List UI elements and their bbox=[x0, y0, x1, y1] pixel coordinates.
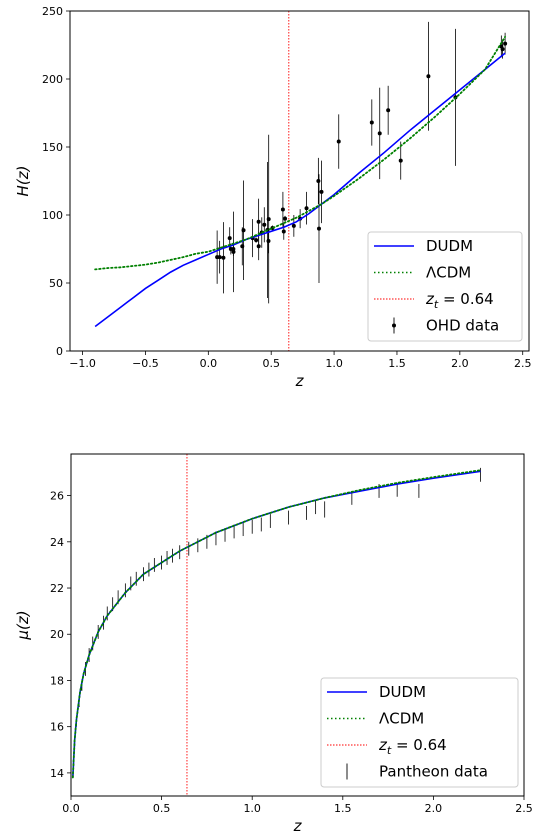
y-tick-label: 16 bbox=[50, 721, 64, 734]
y-axis: 14 16 18 20 22 24 26 bbox=[50, 490, 71, 780]
y-axis-label: μ(z) bbox=[14, 610, 32, 640]
legend: DUDM ΛCDM zt = 0.64 Pantheon data bbox=[320, 677, 519, 788]
data-point bbox=[398, 158, 403, 163]
x-tick-label: 1.5 bbox=[334, 802, 352, 815]
legend-lcdm-label: ΛCDM bbox=[379, 710, 424, 728]
data-point bbox=[256, 244, 261, 249]
legend-obs-marker bbox=[392, 317, 396, 334]
x-tick-label: 1.0 bbox=[325, 357, 343, 370]
data-point bbox=[281, 229, 286, 234]
data-point bbox=[254, 238, 259, 243]
data-point bbox=[426, 74, 431, 79]
data-point bbox=[369, 120, 374, 125]
x-tick-label: −1.0 bbox=[69, 357, 96, 370]
x-axis-label: z bbox=[295, 372, 305, 390]
legend-box bbox=[320, 677, 519, 788]
x-tick-label: 2.5 bbox=[515, 802, 533, 815]
x-axis: −1.0 −0.5 0.0 0.5 1.0 1.5 2.0 2.5 bbox=[69, 351, 531, 370]
y-tick-label: 14 bbox=[50, 767, 64, 780]
data-point bbox=[304, 206, 309, 211]
y-tick-label: 26 bbox=[50, 490, 64, 503]
data-point bbox=[231, 249, 236, 254]
x-tick-label: 0.5 bbox=[262, 357, 280, 370]
dudm-curve bbox=[94, 52, 506, 328]
y-tick-label: 0 bbox=[56, 345, 63, 358]
y-tick-label: 150 bbox=[42, 141, 63, 154]
x-tick-label: 2.0 bbox=[425, 802, 443, 815]
y-tick-label: 50 bbox=[49, 277, 63, 290]
legend-obs-label: OHD data bbox=[426, 317, 499, 335]
y-tick-label: 100 bbox=[42, 209, 63, 222]
legend-dudm-label: DUDM bbox=[426, 237, 473, 255]
legend-obs-label: Pantheon data bbox=[379, 763, 488, 781]
y-tick-label: 24 bbox=[50, 536, 64, 549]
y-tick-label: 22 bbox=[50, 582, 64, 595]
y-tick-label: 18 bbox=[50, 674, 64, 687]
y-axis: 0 50 100 150 200 250 bbox=[42, 5, 70, 358]
data-point bbox=[266, 217, 271, 222]
plot-frame bbox=[69, 10, 530, 352]
data-point bbox=[336, 139, 341, 144]
legend-dot bbox=[392, 323, 396, 328]
data-point bbox=[241, 228, 246, 233]
x-tick-label: −0.5 bbox=[132, 357, 159, 370]
x-tick-label: 2.0 bbox=[451, 357, 469, 370]
data-point bbox=[500, 47, 505, 52]
data-point bbox=[217, 255, 222, 260]
data-point bbox=[280, 207, 285, 212]
y-tick-label: 200 bbox=[42, 73, 63, 86]
y-tick-label: 250 bbox=[42, 5, 63, 18]
x-tick-label: 0.5 bbox=[153, 802, 171, 815]
x-axis: 0.0 0.5 1.0 1.5 2.0 2.5 bbox=[62, 796, 533, 815]
data-point bbox=[386, 108, 391, 113]
x-tick-label: 1.5 bbox=[388, 357, 406, 370]
x-tick-label: 0.0 bbox=[200, 357, 218, 370]
data-point bbox=[503, 41, 508, 46]
x-tick-label: 1.0 bbox=[243, 802, 261, 815]
legend: DUDM ΛCDM zt = 0.64 OHD data bbox=[367, 231, 523, 342]
data-point bbox=[262, 222, 267, 227]
data-point bbox=[221, 255, 226, 260]
plot-frame bbox=[70, 453, 525, 797]
data-point bbox=[283, 216, 288, 221]
legend-dudm-label: DUDM bbox=[379, 683, 426, 701]
legend-zt-label: zt = 0.64 bbox=[378, 736, 447, 757]
x-tick-label: 2.5 bbox=[514, 357, 532, 370]
legend-box bbox=[367, 231, 523, 342]
y-axis-label: H(z) bbox=[14, 166, 32, 197]
data-point bbox=[291, 223, 296, 228]
distance-modulus-chart: 0.0 0.5 1.0 1.5 2.0 2.5 14 16 18 20 22 24 26 z μ(z)… bbox=[14, 453, 533, 835]
lcdm-curve bbox=[71, 469, 482, 779]
y-tick-label: 20 bbox=[50, 628, 64, 641]
data-point bbox=[316, 179, 321, 183]
hubble-chart: −1.0 −0.5 0.0 0.5 1.0 1.5 2.0 2.5 0 50 100 150 200 2… bbox=[14, 5, 531, 390]
legend-zt-label: zt = 0.64 bbox=[425, 290, 494, 311]
x-axis-label: z bbox=[293, 817, 303, 835]
data-point bbox=[377, 131, 382, 136]
data-point bbox=[227, 236, 232, 241]
lcdm-curve bbox=[94, 35, 507, 271]
data-point bbox=[256, 219, 261, 224]
data-point bbox=[319, 189, 324, 194]
legend-lcdm-label: ΛCDM bbox=[426, 264, 471, 282]
x-tick-label: 0.0 bbox=[62, 802, 80, 815]
data-point bbox=[316, 226, 321, 231]
